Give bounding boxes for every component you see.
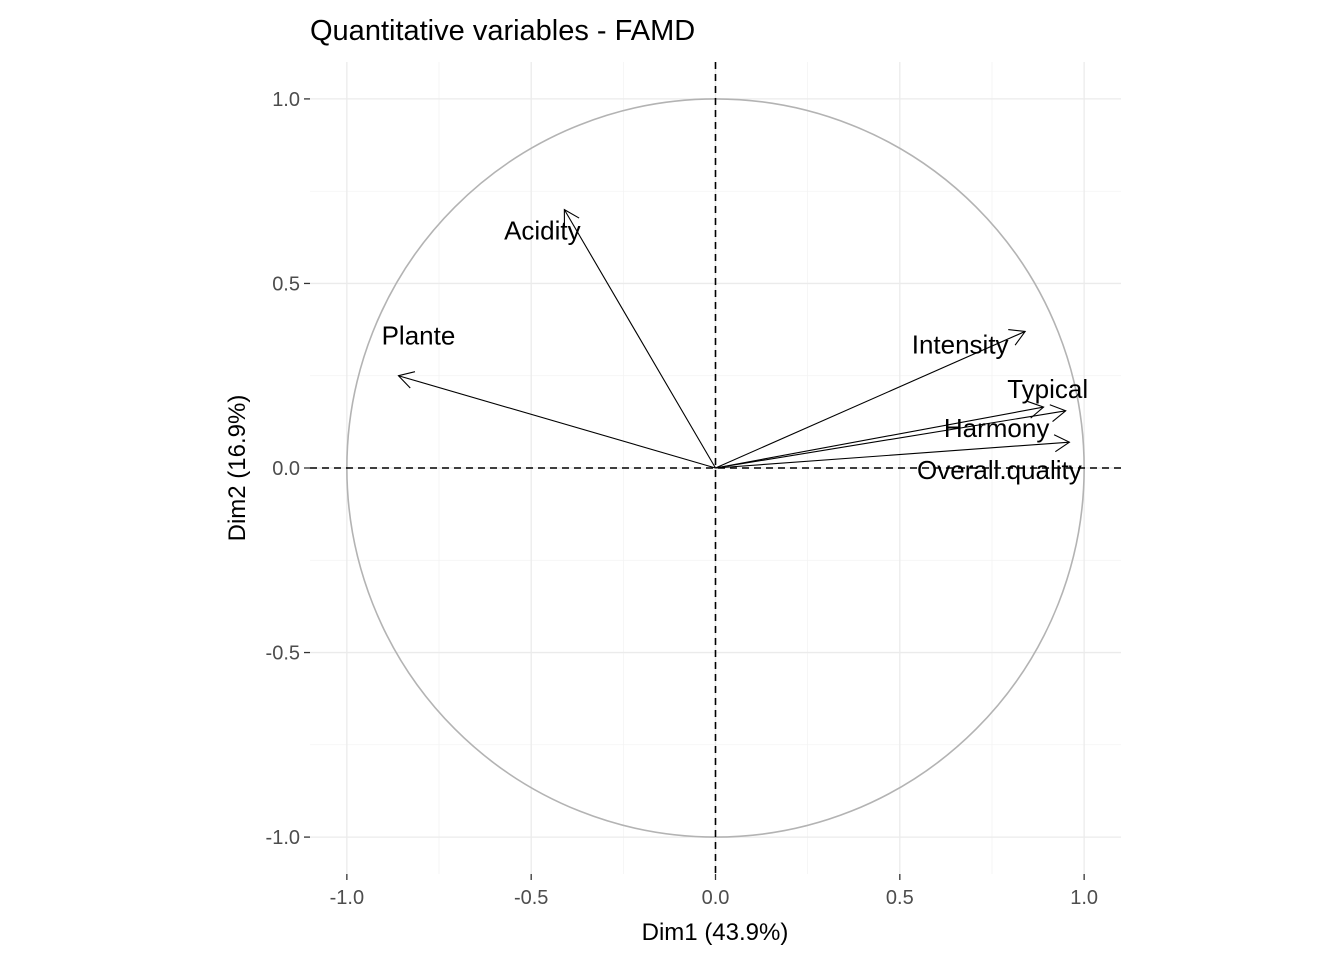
arrow-plante	[398, 375, 716, 469]
variable-label-harmony: Harmony	[944, 413, 1049, 443]
arrow-typical	[715, 410, 1066, 469]
x-tick-label: 0.5	[886, 887, 914, 909]
arrowhead-acidity	[563, 208, 580, 227]
arrowhead-intensity	[1008, 329, 1027, 346]
y-tick-label: 0.0	[272, 458, 300, 480]
variable-label-acidity: Acidity	[504, 216, 581, 246]
x-tick-label: -0.5	[514, 887, 548, 909]
variable-label-typical: Typical	[1007, 374, 1088, 404]
arrow-intensity	[715, 330, 1026, 469]
y-tick-label: -1.0	[266, 827, 300, 849]
variable-label-overall-quality: Overall.quality	[917, 455, 1082, 485]
arrow-harmony	[715, 406, 1044, 469]
arrowhead-overall-quality	[1053, 434, 1071, 453]
x-axis-title: Dim1 (43.9%)	[642, 919, 789, 946]
arrow-acidity	[563, 209, 716, 469]
axes-layer: -1.0 -0.5 0.0 0.5 1.0 -1.0 -0.5 0.0 0.5 1.0	[266, 89, 1099, 909]
variable-label-intensity: Intensity	[912, 329, 1009, 359]
y-axis-title: Dim2 (16.9%)	[224, 395, 251, 542]
y-tick-label: 1.0	[272, 89, 300, 111]
x-tick-label: -1.0	[330, 887, 364, 909]
arrowhead-harmony	[1027, 400, 1045, 419]
x-tick-label: 1.0	[1070, 887, 1098, 909]
arrow-overall-quality	[715, 441, 1070, 469]
chart-title: Quantitative variables - FAMD	[310, 15, 695, 47]
y-tick-label: 0.5	[272, 273, 300, 295]
arrows-layer	[397, 208, 1071, 469]
reference-lines-layer	[310, 62, 1121, 874]
variable-label-plante: Plante	[382, 321, 456, 351]
x-tick-label: 0.0	[702, 887, 730, 909]
arrowhead-plante	[397, 371, 416, 389]
y-tick-label: -0.5	[266, 643, 300, 665]
variable-labels-layer: Acidity Plante Intensity Typical Harmony Over…	[382, 216, 1089, 486]
arrowhead-typical	[1049, 404, 1067, 422]
